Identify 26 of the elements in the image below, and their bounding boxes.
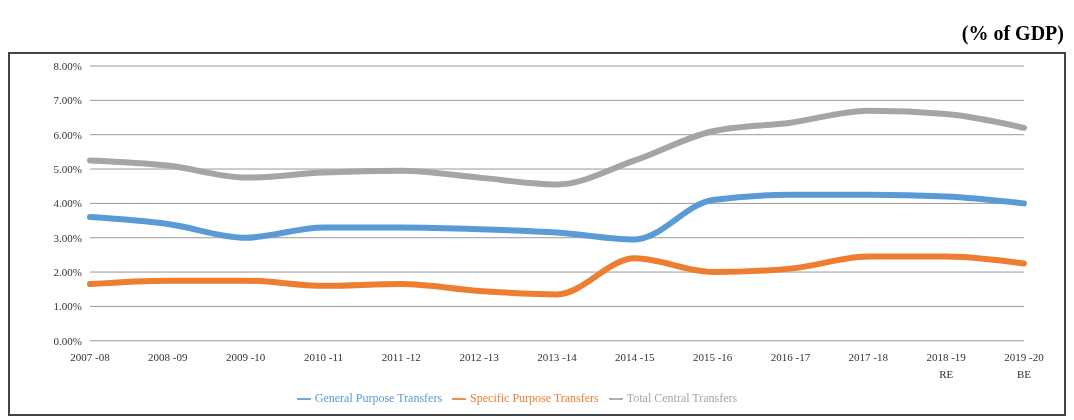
y-tick-label: 8.00% xyxy=(53,59,82,72)
x-tick-label: 2013 -14 xyxy=(537,350,578,363)
y-tick-label: 4.00% xyxy=(53,197,82,210)
legend-label: Total Central Transfers xyxy=(626,390,738,405)
y-tick-label: 3.00% xyxy=(53,231,82,244)
text: (% of GDP) xyxy=(961,22,1064,45)
y-tick-label: 1.00% xyxy=(53,300,82,313)
x-tick-label: 2019 -20 BE xyxy=(1004,350,1045,380)
legend-label: Specific Purpose Transfers xyxy=(470,390,599,405)
y-tick-label: 0.00% xyxy=(53,334,82,347)
x-tick-label: 2011 -12 xyxy=(381,350,421,363)
x-tick-label: 2007 -08 xyxy=(70,350,111,363)
x-tick-label: 2016 -17 xyxy=(770,350,811,363)
x-tick-label: 2014 -15 xyxy=(615,350,656,363)
y-tick-label: 6.00% xyxy=(53,128,82,141)
y-tick-label: 7.00% xyxy=(53,94,82,107)
y-tick-label: 5.00% xyxy=(53,162,82,175)
x-tick-label: 2017 -18 xyxy=(848,350,889,363)
x-tick-label: 2012 -13 xyxy=(459,350,500,363)
x-tick-label: 2008 -09 xyxy=(148,350,189,363)
x-tick-label: 2018 -19 RE xyxy=(926,350,967,380)
legend-label: General Purpose Transfers xyxy=(314,390,443,405)
x-tick-label: 2015 -16 xyxy=(692,350,733,363)
y-tick-label: 2.00% xyxy=(53,265,82,278)
x-tick-label: 2009 -10 xyxy=(225,350,266,363)
x-tick-label: 2010 -11 xyxy=(303,350,344,363)
